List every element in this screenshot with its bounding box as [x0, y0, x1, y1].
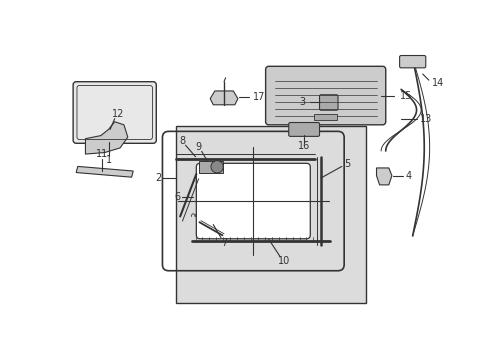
Bar	[199, 161, 222, 173]
FancyBboxPatch shape	[73, 82, 156, 143]
Text: 17: 17	[252, 92, 264, 102]
Polygon shape	[85, 122, 127, 154]
Text: 2: 2	[155, 173, 162, 183]
Circle shape	[210, 161, 223, 173]
Text: 14: 14	[431, 78, 443, 88]
Text: 15: 15	[399, 91, 411, 100]
Text: 4: 4	[405, 171, 411, 181]
Text: 8: 8	[179, 136, 185, 145]
Text: 9: 9	[195, 142, 201, 152]
Bar	[176, 126, 365, 303]
FancyBboxPatch shape	[265, 66, 385, 125]
Text: 7: 7	[221, 238, 227, 248]
Text: 1: 1	[105, 155, 111, 165]
Text: 11: 11	[96, 149, 108, 159]
Polygon shape	[76, 166, 133, 177]
FancyBboxPatch shape	[319, 95, 337, 110]
FancyBboxPatch shape	[288, 122, 319, 136]
Text: 5: 5	[344, 159, 350, 169]
Text: 10: 10	[277, 256, 290, 266]
Polygon shape	[210, 91, 238, 105]
Text: 3: 3	[299, 98, 305, 108]
Bar	[313, 114, 337, 120]
Text: 13: 13	[419, 114, 431, 123]
Text: 12: 12	[111, 109, 124, 119]
Polygon shape	[376, 168, 391, 185]
Text: 6: 6	[174, 192, 180, 202]
FancyBboxPatch shape	[399, 55, 425, 68]
FancyBboxPatch shape	[196, 163, 310, 239]
Text: 16: 16	[297, 141, 309, 151]
